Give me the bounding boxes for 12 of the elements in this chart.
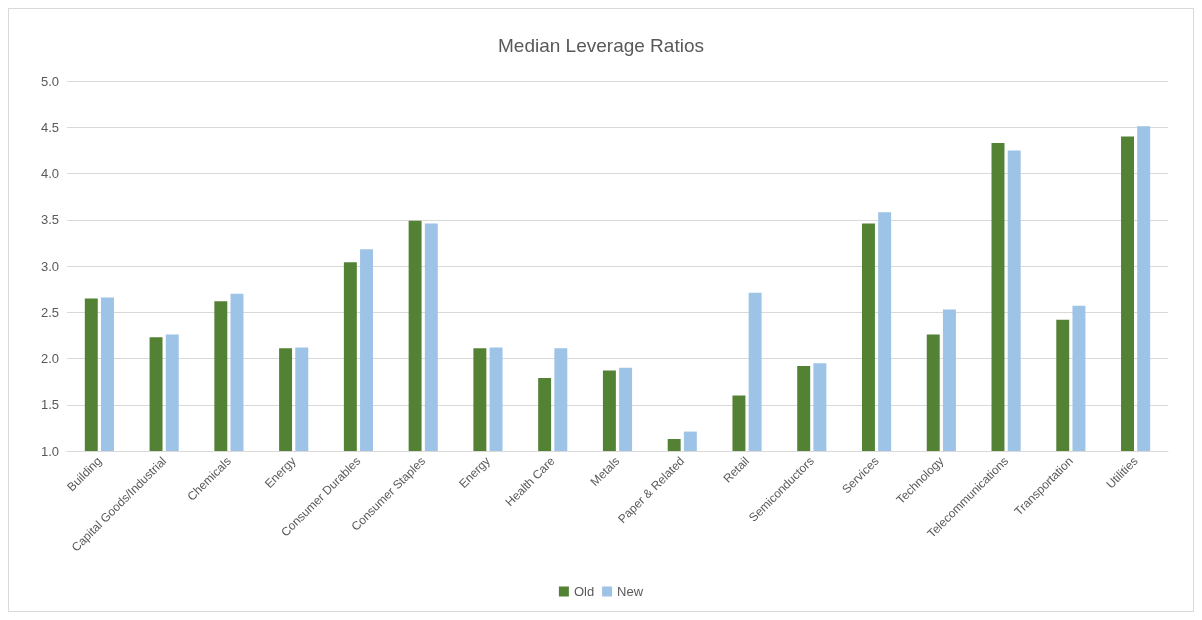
- y-tick-label: 5.0: [40, 73, 59, 89]
- y-tick-label: 4.5: [40, 119, 59, 135]
- y-tick-label: 2.5: [40, 304, 59, 320]
- y-tick-label: 1.0: [40, 443, 59, 459]
- chart-title: Median Leverage Ratios: [498, 35, 704, 56]
- y-tick-label: 1.5: [40, 397, 59, 413]
- y-tick-label: 3.0: [40, 258, 59, 274]
- y-tick-label: 3.5: [40, 212, 59, 228]
- legend-label: Old: [573, 584, 595, 599]
- y-tick-label: 4.0: [40, 166, 59, 181]
- legend-label: New: [617, 584, 644, 599]
- y-tick-label: 2.0: [40, 351, 59, 366]
